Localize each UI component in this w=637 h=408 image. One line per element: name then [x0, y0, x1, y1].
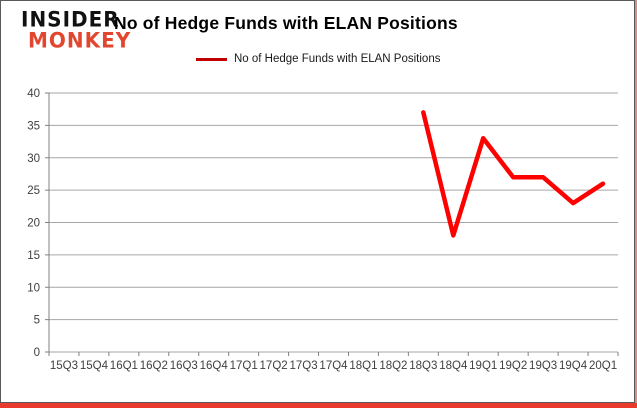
y-axis-label-15: 15 [27, 250, 40, 262]
x-axis-label-17Q1: 17Q1 [230, 360, 258, 372]
logo-insider-text: INSIDER [21, 6, 120, 32]
y-axis-label-5: 5 [34, 315, 40, 327]
legend: No of Hedge Funds with ELAN Positions [196, 53, 440, 65]
x-axis-label-19Q2: 19Q2 [499, 360, 527, 372]
y-axis-label-30: 30 [27, 153, 40, 165]
x-axis-label-17Q2: 17Q2 [260, 360, 288, 372]
x-axis-label-15Q4: 15Q4 [80, 360, 109, 372]
x-axis-label-16Q3: 16Q3 [170, 360, 198, 372]
x-axis-label-18Q1: 18Q1 [349, 360, 377, 372]
x-axis-label-20Q1: 20Q1 [589, 360, 617, 372]
insider-monkey-logo: INSIDER MONKEY [21, 6, 132, 53]
y-axis-label-25: 25 [27, 185, 40, 197]
x-axis-label-15Q3: 15Q3 [50, 360, 78, 372]
chart-title: No of Hedge Funds with ELAN Positions [114, 13, 458, 33]
x-axis-label-17Q3: 17Q3 [289, 360, 317, 372]
x-axis-label-16Q4: 16Q4 [200, 360, 229, 372]
image-bottom-border [0, 403, 637, 408]
y-axis-label-20: 20 [27, 218, 40, 230]
x-axis-label-16Q1: 16Q1 [110, 360, 138, 372]
x-axis-label-16Q2: 16Q2 [140, 360, 168, 372]
logo-monkey-text: MONKEY [28, 27, 132, 53]
y-axis-label-0: 0 [34, 347, 40, 359]
image-right-border [635, 0, 637, 408]
data-line-series [421, 110, 606, 238]
legend-line-icon [196, 57, 227, 61]
x-axis-label-17Q4: 17Q4 [319, 360, 348, 372]
x-axis-label-18Q2: 18Q2 [379, 360, 407, 372]
x-axis-label-18Q4: 18Q4 [439, 360, 468, 372]
y-axis-label-40: 40 [27, 88, 40, 100]
x-axis-label-19Q3: 19Q3 [529, 360, 557, 372]
y-axis-label-10: 10 [27, 282, 40, 294]
x-axis-label-19Q4: 19Q4 [559, 360, 588, 372]
legend-label: No of Hedge Funds with ELAN Positions [234, 53, 441, 65]
y-axis-label-35: 35 [27, 120, 40, 132]
x-axis-label-19Q1: 19Q1 [469, 360, 497, 372]
x-axis-label-18Q3: 18Q3 [409, 360, 437, 372]
